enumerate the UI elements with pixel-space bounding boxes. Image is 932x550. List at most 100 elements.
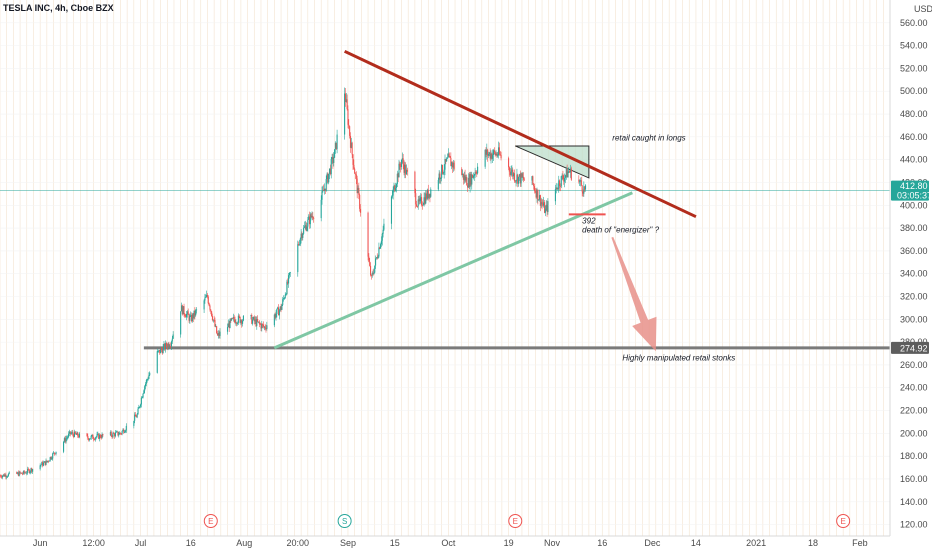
candle[interactable] xyxy=(139,404,142,407)
candle[interactable] xyxy=(395,184,398,188)
candle[interactable] xyxy=(487,154,490,156)
candle[interactable] xyxy=(347,109,349,125)
candle[interactable] xyxy=(491,153,493,159)
candle[interactable] xyxy=(46,460,48,462)
candle[interactable] xyxy=(92,434,94,439)
candle[interactable] xyxy=(241,320,243,324)
candle[interactable] xyxy=(584,185,587,190)
candle[interactable] xyxy=(86,433,88,436)
candle[interactable] xyxy=(168,343,170,347)
candle[interactable] xyxy=(485,149,487,155)
candle[interactable] xyxy=(421,197,423,206)
candle[interactable] xyxy=(441,164,444,174)
candle[interactable] xyxy=(2,474,4,476)
candle[interactable] xyxy=(27,468,29,473)
candle[interactable] xyxy=(379,247,381,249)
candle[interactable] xyxy=(76,432,78,435)
candle[interactable] xyxy=(330,159,332,175)
candle[interactable] xyxy=(323,190,325,191)
candle[interactable] xyxy=(307,219,309,227)
candle[interactable] xyxy=(390,196,393,224)
candle[interactable] xyxy=(163,343,165,347)
candle[interactable] xyxy=(141,397,143,399)
candle[interactable] xyxy=(69,431,71,434)
candle[interactable] xyxy=(329,168,331,174)
candle[interactable] xyxy=(67,436,69,438)
candle[interactable] xyxy=(405,169,408,175)
candle[interactable] xyxy=(50,457,52,459)
candle[interactable] xyxy=(344,93,347,102)
candle[interactable] xyxy=(136,414,138,418)
candle[interactable] xyxy=(349,126,351,136)
candle[interactable] xyxy=(380,244,382,249)
candle[interactable] xyxy=(93,439,96,441)
candle[interactable] xyxy=(303,227,305,234)
time-axis-panel[interactable] xyxy=(0,536,932,550)
candle[interactable] xyxy=(259,323,261,325)
candle[interactable] xyxy=(274,314,276,318)
candle[interactable] xyxy=(55,451,57,454)
candle[interactable] xyxy=(16,472,18,474)
candle[interactable] xyxy=(368,256,370,262)
candle[interactable] xyxy=(94,437,96,440)
candle[interactable] xyxy=(453,162,455,169)
candle[interactable] xyxy=(40,464,42,466)
candle[interactable] xyxy=(312,216,314,219)
candle[interactable] xyxy=(350,142,352,148)
candle[interactable] xyxy=(161,349,163,354)
candle[interactable] xyxy=(5,474,7,478)
candle[interactable] xyxy=(239,316,241,323)
candle[interactable] xyxy=(376,257,378,259)
candle[interactable] xyxy=(257,321,260,323)
candle[interactable] xyxy=(346,99,348,110)
candle[interactable] xyxy=(359,208,362,213)
event-marker[interactable] xyxy=(508,514,523,528)
candle[interactable] xyxy=(371,273,373,276)
candle[interactable] xyxy=(122,429,124,432)
candle[interactable] xyxy=(497,155,499,157)
candle[interactable] xyxy=(264,326,266,329)
candle[interactable] xyxy=(304,225,306,227)
candle[interactable] xyxy=(266,325,268,329)
candle[interactable] xyxy=(251,315,253,324)
candle[interactable] xyxy=(146,379,148,381)
candle[interactable] xyxy=(170,346,172,348)
event-marker[interactable] xyxy=(337,514,352,528)
support-trend-line[interactable] xyxy=(273,191,633,350)
candle[interactable] xyxy=(188,314,190,321)
candle[interactable] xyxy=(262,323,264,325)
candle[interactable] xyxy=(309,214,311,225)
candle[interactable] xyxy=(496,153,498,156)
candle[interactable] xyxy=(446,157,449,159)
candle[interactable] xyxy=(442,172,444,174)
candle[interactable] xyxy=(169,346,171,348)
candle[interactable] xyxy=(472,175,474,178)
candle[interactable] xyxy=(523,179,526,181)
candle[interactable] xyxy=(68,433,70,437)
candle[interactable] xyxy=(392,189,394,196)
candle[interactable] xyxy=(27,468,29,470)
candle[interactable] xyxy=(207,296,209,304)
candle[interactable] xyxy=(22,471,24,474)
candle[interactable] xyxy=(191,315,193,322)
candle[interactable] xyxy=(465,177,467,181)
candle[interactable] xyxy=(253,317,255,322)
candle[interactable] xyxy=(88,439,91,441)
candle[interactable] xyxy=(451,162,453,167)
candle[interactable] xyxy=(579,181,581,183)
candle[interactable] xyxy=(279,306,281,311)
candle[interactable] xyxy=(181,305,183,315)
candle[interactable] xyxy=(517,174,519,184)
candle[interactable] xyxy=(471,174,473,185)
candle[interactable] xyxy=(47,460,49,462)
candle[interactable] xyxy=(560,176,562,187)
candle[interactable] xyxy=(238,315,240,317)
candle[interactable] xyxy=(138,407,140,409)
candle[interactable] xyxy=(513,173,515,181)
candle[interactable] xyxy=(289,272,291,273)
candle[interactable] xyxy=(254,319,256,322)
candle[interactable] xyxy=(400,159,403,167)
candle[interactable] xyxy=(209,305,211,310)
candle[interactable] xyxy=(102,434,104,436)
candle[interactable] xyxy=(101,434,103,439)
